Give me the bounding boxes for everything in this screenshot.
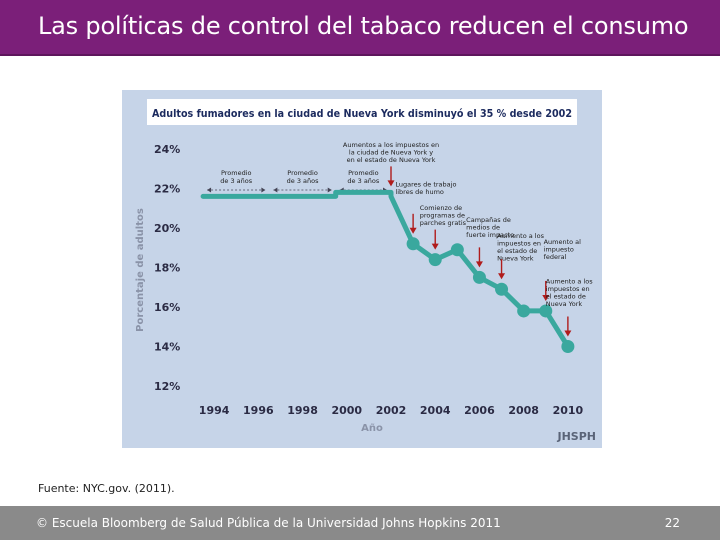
- annotation-text: medios de: [466, 224, 500, 232]
- annotation-text: parches gratis: [420, 219, 467, 227]
- period-arrowhead: [261, 187, 266, 193]
- data-point: [517, 304, 531, 318]
- x-tick-label: 1996: [243, 404, 274, 417]
- data-point: [539, 304, 553, 318]
- annotation-text: en el estado de Nueva York: [347, 156, 436, 164]
- chart-panel: Adultos fumadores en la ciudad de Nueva …: [122, 90, 602, 448]
- data-point: [450, 243, 464, 257]
- period-label: Promedio: [287, 169, 318, 177]
- period-label: de 3 años: [220, 177, 252, 185]
- y-tick-label: 20%: [154, 222, 180, 235]
- annotation-arrowhead: [564, 330, 572, 337]
- annotation-text: impuestos en: [546, 285, 590, 293]
- annotation-text: Nueva York: [497, 254, 534, 262]
- annotation-text: Aumento a los: [546, 277, 593, 285]
- x-tick-label: 1994: [199, 404, 230, 417]
- annotation-text: Campañas de: [466, 216, 511, 224]
- x-tick-label: 2004: [420, 404, 451, 417]
- annotation-arrowhead: [542, 294, 550, 301]
- data-series: [200, 189, 575, 353]
- data-point: [472, 270, 486, 284]
- x-tick-label: 2000: [331, 404, 362, 417]
- data-point: [561, 340, 575, 353]
- annotation-text: federal: [544, 253, 567, 261]
- series-line: [200, 189, 571, 349]
- chart-title: Adultos fumadores en la ciudad de Nueva …: [152, 108, 572, 120]
- y-axis-label: Porcentaje de adultos: [135, 208, 146, 332]
- footer-copyright: © Escuela Bloomberg de Salud Pública de …: [36, 516, 501, 530]
- annotation-text: libres de humo: [395, 188, 443, 196]
- annotation-text: impuesto: [544, 245, 574, 253]
- x-tick-label: 2006: [464, 404, 495, 417]
- footer-bar: © Escuela Bloomberg de Salud Pública de …: [0, 506, 720, 540]
- annotation-arrowhead: [475, 261, 483, 268]
- period-arrowhead: [273, 187, 278, 193]
- y-tick-label: 14%: [154, 341, 180, 354]
- chart-title-box: [147, 99, 577, 125]
- x-tick-label: 2008: [508, 404, 539, 417]
- period-label: Promedio: [221, 169, 252, 177]
- annotation-text: Aumentos a los impuestos en: [343, 141, 439, 149]
- x-tick-label: 1998: [287, 404, 318, 417]
- axes: 12% 14% 16% 18% 20% 22% 24% 1994 1996 1998 2000 200…: [154, 143, 584, 417]
- period-label: de 3 años: [347, 177, 379, 185]
- x-axis-label: Año: [361, 423, 383, 434]
- x-tick-label: 2002: [376, 404, 407, 417]
- annotation-text: Aumento a los: [497, 232, 544, 240]
- source-note: Fuente: NYC.gov. (2011).: [38, 482, 175, 495]
- annotation-text: Comienzo de: [420, 204, 462, 212]
- line-chart: Adultos fumadores en la ciudad de Nueva …: [135, 99, 597, 443]
- annotation-text: el estado de: [497, 247, 537, 255]
- y-tick-label: 24%: [154, 143, 180, 156]
- y-tick-label: 22%: [154, 183, 180, 196]
- slide-title: Las políticas de control del tabaco redu…: [38, 12, 689, 40]
- period-arrowhead: [327, 187, 332, 193]
- y-tick-label: 18%: [154, 262, 180, 275]
- period-arrowhead: [207, 187, 212, 193]
- period-label: de 3 años: [287, 177, 319, 185]
- title-bar: Las políticas de control del tabaco redu…: [0, 0, 720, 56]
- y-tick-label: 16%: [154, 301, 180, 314]
- annotation-text: fuerte impacto: [466, 231, 514, 239]
- annotation-arrowhead: [431, 243, 439, 250]
- x-tick-label: 2010: [553, 404, 584, 417]
- annotation-text: la ciudad de Nueva York y: [349, 149, 433, 157]
- period-label: Promedio: [348, 169, 379, 177]
- data-point: [495, 282, 509, 296]
- annotation-arrowhead: [409, 227, 417, 234]
- annotation-text: impuestos en: [497, 239, 541, 247]
- annotation-arrowhead: [387, 180, 395, 187]
- annotation-text: Nueva York: [546, 300, 583, 308]
- annotation-text: programas de: [420, 212, 465, 220]
- annotation-arrowhead: [498, 273, 506, 280]
- annotation-text: Lugares de trabajo: [395, 181, 456, 189]
- page-number: 22: [664, 516, 680, 530]
- watermark-logo: JHSPH: [557, 430, 597, 443]
- data-point: [406, 237, 420, 251]
- annotation-text: el estado de: [546, 292, 586, 300]
- data-point: [428, 253, 442, 267]
- y-tick-label: 12%: [154, 380, 180, 393]
- annotation-text: Aumento al: [544, 238, 582, 246]
